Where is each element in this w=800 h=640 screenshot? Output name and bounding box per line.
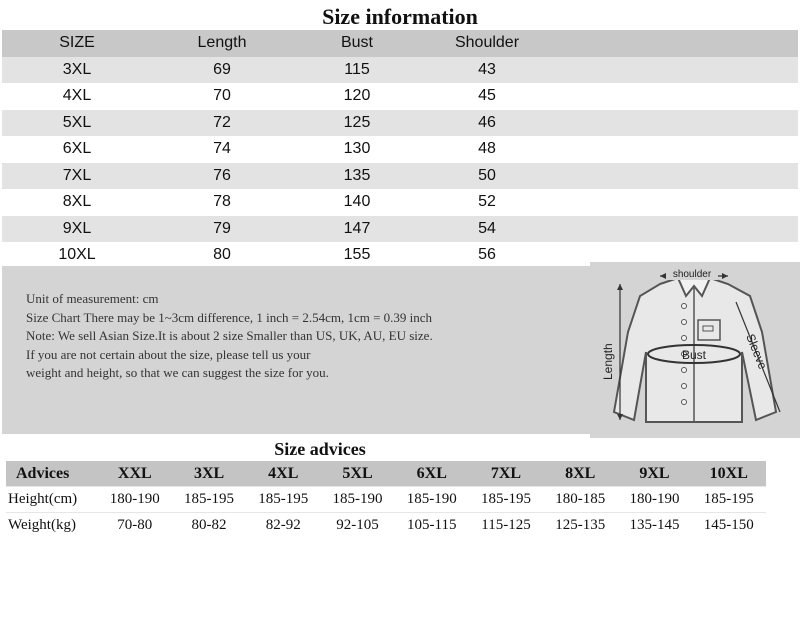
advices-cell: 185-195 [691, 486, 766, 513]
table-cell: 115 [292, 56, 422, 83]
advices-cell: 185-190 [320, 486, 395, 513]
bust-label: Bust [682, 348, 707, 362]
column-header: Bust [292, 30, 422, 57]
note-line: Note: We sell Asian Size.It is about 2 s… [26, 328, 433, 343]
table-cell: 54 [422, 215, 552, 242]
filler-cell [552, 56, 798, 83]
table-row: 3XL 69 115 43 [2, 56, 798, 83]
table-cell: 155 [292, 242, 422, 269]
table-cell: 147 [292, 215, 422, 242]
measurement-notes: Unit of measurement: cm Size Chart There… [26, 290, 433, 383]
note-line: Size Chart There may be 1~3cm difference… [26, 309, 433, 325]
advices-cell: 185-195 [468, 486, 544, 513]
advices-cell: 92-105 [320, 512, 395, 538]
table-cell: 9XL [2, 215, 152, 242]
advices-header-cell: 8XL [543, 461, 618, 487]
table-cell: 43 [422, 56, 552, 83]
table-cell: 79 [152, 215, 292, 242]
note-line: Unit of measurement: cm [26, 291, 159, 306]
advices-header-cell: XXL [97, 461, 172, 487]
column-header: Length [152, 30, 292, 57]
table-row: 9XL 79 147 54 [2, 215, 798, 242]
filler-cell [552, 215, 798, 242]
table-cell: 135 [292, 162, 422, 189]
advices-cell: 70-80 [97, 512, 172, 538]
advices-cell: 135-145 [617, 512, 692, 538]
advices-cell: 180-185 [543, 486, 618, 513]
advices-cell: 185-195 [246, 486, 321, 513]
size-advices-table: Advices XXL 3XL 4XL 5XL 6XL 7XL 8XL 9XL 10XL Heigh… [6, 461, 766, 538]
column-header: SIZE [2, 30, 152, 57]
advices-cell: 115-125 [468, 512, 544, 538]
filler-cell [552, 162, 798, 189]
table-cell: 48 [422, 136, 552, 163]
advices-cell: 185-195 [171, 486, 247, 513]
table-cell: 69 [152, 56, 292, 83]
filler-cell [552, 30, 798, 57]
table-row: 5XL 72 125 46 [2, 109, 798, 136]
size-table-header: SIZE Length Bust Shoulder [2, 30, 798, 57]
filler-cell [552, 109, 798, 136]
table-cell: 46 [422, 109, 552, 136]
advices-header-cell: 3XL [171, 461, 247, 487]
table-cell: 72 [152, 109, 292, 136]
advices-cell: 80-82 [171, 512, 247, 538]
table-cell: 140 [292, 189, 422, 216]
table-row: 6XL 74 130 48 [2, 136, 798, 163]
filler-cell [552, 83, 798, 110]
advices-cell: 82-92 [246, 512, 321, 538]
table-cell: 3XL [2, 56, 152, 83]
filler-cell [552, 189, 798, 216]
table-cell: 120 [292, 83, 422, 110]
shoulder-label: shoulder [673, 269, 712, 280]
table-cell: 74 [152, 136, 292, 163]
note-line: If you are not certain about the size, p… [26, 346, 311, 362]
advices-cell: 180-190 [617, 486, 692, 513]
size-information-title: Size information [322, 4, 478, 29]
table-cell: 5XL [2, 109, 152, 136]
length-label: Length [601, 343, 615, 380]
advices-row: Height(cm) 180-190 185-195 185-195 185-190 18… [6, 486, 766, 513]
advices-cell: Weight(kg) [6, 512, 98, 538]
table-cell: 10XL [2, 242, 152, 269]
size-advices-title: Size advices [274, 439, 366, 459]
column-header: Shoulder [422, 30, 552, 57]
table-cell: 50 [422, 162, 552, 189]
table-cell: 56 [422, 242, 552, 269]
table-cell: 52 [422, 189, 552, 216]
table-cell: 6XL [2, 136, 152, 163]
advices-header-cell: 6XL [394, 461, 469, 487]
table-cell: 7XL [2, 162, 152, 189]
advices-header-cell: 9XL [617, 461, 692, 487]
table-row: 7XL 76 135 50 [2, 162, 798, 189]
advices-cell: Height(cm) [6, 486, 98, 513]
advices-header-cell: 5XL [320, 461, 395, 487]
table-cell: 130 [292, 136, 422, 163]
filler-cell [552, 136, 798, 163]
table-cell: 45 [422, 83, 552, 110]
table-cell: 70 [152, 83, 292, 110]
table-cell: 4XL [2, 83, 152, 110]
note-line: weight and height, so that we can sugges… [26, 365, 329, 380]
table-cell: 76 [152, 162, 292, 189]
advices-header-cell: 7XL [468, 461, 544, 487]
advices-cell: 105-115 [394, 512, 469, 538]
advices-header-cell: Advices [6, 461, 98, 487]
advices-header-row: Advices XXL 3XL 4XL 5XL 6XL 7XL 8XL 9XL 10XL [6, 461, 766, 487]
shirt-measurement-diagram: shoulder Length Sleeve Bust [590, 262, 800, 438]
advices-row: Weight(kg) 70-80 80-82 82-92 92-105 105-115 11… [6, 512, 766, 538]
advices-cell: 145-150 [691, 512, 766, 538]
table-cell: 8XL [2, 189, 152, 216]
table-row: 8XL 78 140 52 [2, 189, 798, 216]
advices-cell: 185-190 [394, 486, 469, 513]
advices-header-cell: 4XL [246, 461, 321, 487]
size-information-table: SIZE Length Bust Shoulder 3XL 69 115 43 4XL 70 120… [2, 30, 798, 269]
advices-header-cell: 10XL [691, 461, 766, 487]
table-cell: 125 [292, 109, 422, 136]
advices-cell: 180-190 [97, 486, 172, 513]
advices-cell: 125-135 [543, 512, 618, 538]
table-cell: 78 [152, 189, 292, 216]
table-cell: 80 [152, 242, 292, 269]
table-row: 4XL 70 120 45 [2, 83, 798, 110]
